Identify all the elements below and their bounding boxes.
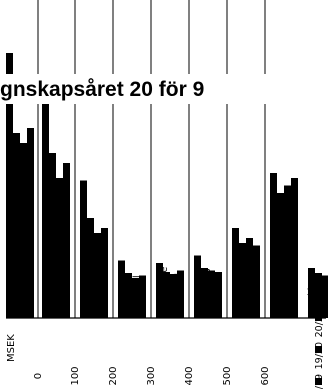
bar-20-21-cat-8: [322, 275, 328, 318]
bar-21-22-cat-0: [27, 128, 34, 318]
tick-label-600: 600: [260, 366, 271, 385]
legend-label-18-19: 18/19: [314, 374, 325, 389]
bar-18-19-cat-0: [6, 53, 13, 318]
bar-19-20-cat-0: [13, 133, 20, 318]
tick-label-0: 0: [33, 373, 44, 379]
bar-19-20-cat-6: [239, 243, 246, 318]
legend-swatch-20-21: [315, 314, 322, 321]
bar-19-20-cat-3: [125, 273, 132, 318]
unit-label: MSEK: [6, 334, 17, 362]
category-label-4-line-0: Romme: [159, 267, 170, 303]
legend-swatch-21-22: [315, 282, 322, 289]
category-label-7-line-1: Trysil: [284, 273, 295, 298]
legend: 18/19 19/20 20/21 21/22: [314, 278, 325, 389]
bar-18-19-cat-4: [156, 263, 163, 318]
bar-21-22-cat-7: [291, 178, 298, 318]
bar-20-21-cat-4: [170, 274, 177, 318]
category-label-6-line-0: SkiStar: [235, 268, 246, 302]
category-label-2-line-1: Vemdalen: [94, 261, 105, 308]
category-label-7-line-0: SkiStar: [273, 268, 284, 302]
tick-labels: 0 100 200 300 400 500 600: [33, 366, 271, 385]
title-background: [0, 74, 328, 104]
tick-label-200: 200: [108, 366, 119, 385]
gridlines: [37, 0, 266, 318]
bar-18-19-cat-5: [194, 255, 201, 318]
category-label-8-line-1: H: [318, 281, 328, 288]
bar-20-21-cat-3: [132, 278, 139, 318]
bar-20-21-cat-6: [246, 238, 253, 318]
bar-18-19-cat-1: [42, 98, 49, 318]
bar-19-20-cat-2: [87, 218, 94, 318]
category-label-8-line-0: SkiStar: [307, 268, 318, 302]
bar-18-19-cat-8: [308, 268, 315, 318]
bar-18-19-cat-7: [270, 173, 277, 318]
category-label-3-line-0: Idre: [121, 276, 132, 295]
chart-title: gnskapsåret 20 för 9: [0, 78, 204, 101]
bar-20-21-cat-5: [208, 270, 215, 318]
tick-label-500: 500: [222, 366, 233, 385]
bar-20-21-cat-7: [284, 185, 291, 318]
bar-19-20-cat-5: [201, 268, 208, 318]
bar-21-22-cat-6: [253, 245, 260, 318]
category-label-1-line-1: Åre: [55, 277, 67, 293]
legend-label-20-21: 20/21: [314, 310, 325, 337]
bar-19-20-cat-4: [163, 272, 170, 318]
bar-19-20-cat-7: [277, 193, 284, 318]
bar-19-20-cat-8: [315, 273, 322, 318]
category-label-0-line-1: Sälen: [18, 272, 29, 298]
bars: [6, 53, 328, 318]
tick-label-400: 400: [184, 366, 195, 385]
bar-19-20-cat-1: [49, 153, 56, 318]
category-label-0-line-0: SkiStar: [7, 268, 18, 302]
category-labels: SkiStar Sälen SkiStar Åre SkiStar Vemdalen Idr…: [7, 261, 328, 309]
bar-20-21-cat-2: [94, 233, 101, 318]
legend-swatch-19-20: [315, 346, 322, 353]
category-label-3-line-1: Fjäll: [132, 275, 143, 294]
category-label-4-line-1: Alpin: [170, 273, 181, 297]
category-label-1-line-0: SkiStar: [45, 268, 56, 302]
bar-21-22-cat-4: [177, 270, 184, 318]
tick-label-300: 300: [146, 366, 157, 385]
legend-label-19-20: 19/20: [314, 342, 325, 369]
category-label-5-line-0: Branäs: [202, 268, 213, 301]
bar-18-19-cat-6: [232, 228, 239, 318]
bar-21-22-cat-1: [63, 163, 70, 318]
bar-21-22-cat-3: [139, 275, 146, 318]
bar-20-21-cat-0: [20, 143, 27, 318]
category-label-6-line-1: Hemsedal: [246, 261, 257, 309]
legend-label-21-22: 21/22: [314, 278, 325, 305]
bar-21-22-cat-2: [101, 228, 108, 318]
tick-label-100: 100: [70, 366, 81, 385]
category-label-2-line-0: SkiStar: [83, 268, 94, 302]
bar-21-22-cat-5: [215, 272, 222, 318]
bar-20-21-cat-1: [56, 178, 63, 318]
bar-18-19-cat-3: [118, 260, 125, 318]
legend-swatch-18-19: [315, 378, 322, 385]
bar-18-19-cat-2: [80, 180, 87, 318]
